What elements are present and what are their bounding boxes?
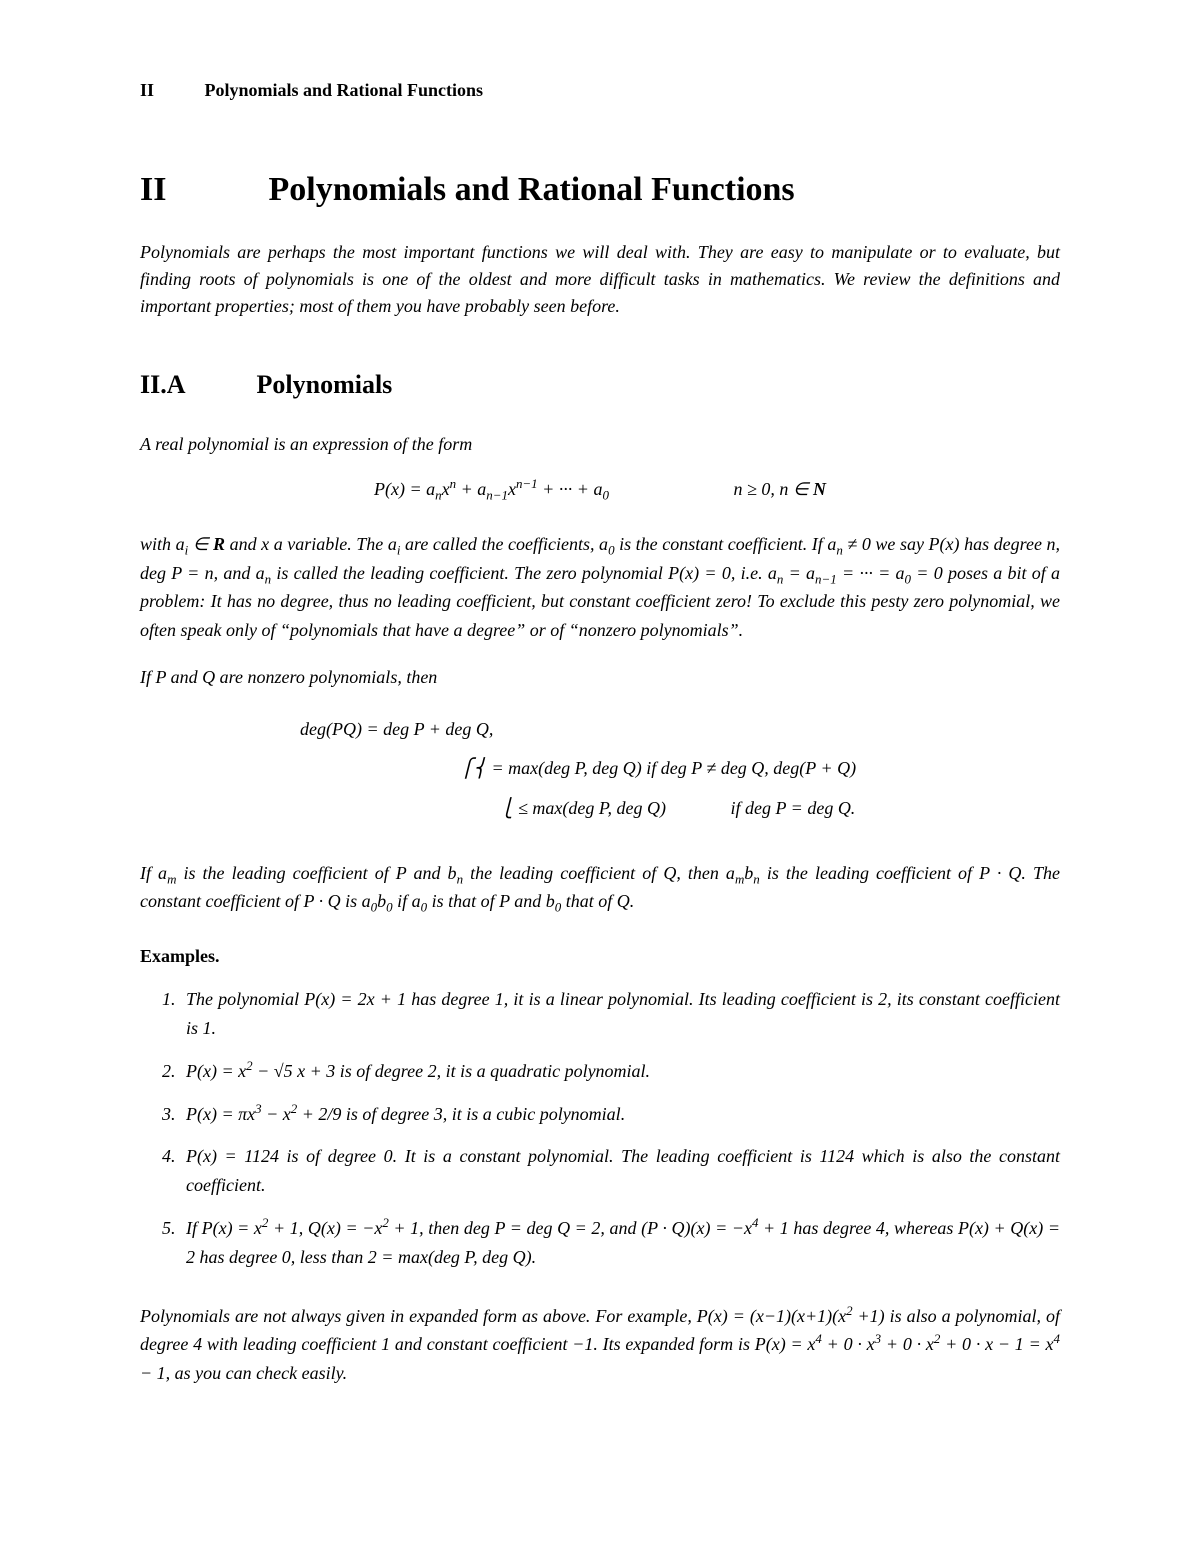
paragraph-coefficients: with ai ∈ R and x a variable. The ai are… <box>140 530 1060 645</box>
chapter-heading: II Polynomials and Rational Functions <box>140 171 1060 209</box>
degree-rule-sum-eq: ⎩ ≤ max(deg P, deg Q) if deg P = deg Q. <box>140 789 1060 829</box>
section-title-text: Polynomials <box>257 370 393 399</box>
example-item: P(x) = x2 − √5 x + 3 is of degree 2, it … <box>180 1057 1060 1086</box>
examples-list: The polynomial P(x) = 2x + 1 has degree … <box>140 985 1060 1271</box>
examples-heading: Examples. <box>140 946 1060 967</box>
equation-condition: n ≥ 0, n ∈ N <box>733 479 826 500</box>
running-head-title: Polynomials and Rational Functions <box>205 80 484 100</box>
degree-rules-block: deg(PQ) = deg P + deg Q, ⎧⎨ = max(deg P,… <box>140 710 1060 829</box>
chapter-number: II <box>140 171 260 209</box>
running-head: II Polynomials and Rational Functions <box>140 80 1060 101</box>
chapter-title-text: Polynomials and Rational Functions <box>269 171 795 208</box>
example-item: P(x) = πx3 − x2 + 2/9 is of degree 3, it… <box>180 1100 1060 1129</box>
example-item: The polynomial P(x) = 2x + 1 has degree … <box>180 985 1060 1043</box>
paragraph-expanded-form: Polynomials are not always given in expa… <box>140 1302 1060 1388</box>
section-heading: II.A Polynomials <box>140 370 1060 400</box>
section-lead: A real polynomial is an expression of th… <box>140 430 1060 459</box>
degree-rule-sum-eq-lhs: ⎩ ≤ max(deg P, deg Q) <box>500 798 666 818</box>
polynomial-definition-equation: P(x) = anxn + an−1xn−1 + ··· + a0 n ≥ 0,… <box>140 479 1060 500</box>
degree-rule-product: deg(PQ) = deg P + deg Q, <box>140 710 1060 750</box>
example-item: If P(x) = x2 + 1, Q(x) = −x2 + 1, then d… <box>180 1214 1060 1272</box>
paragraph-leading-coeff: If am is the leading coefficient of P an… <box>140 859 1060 917</box>
example-item: P(x) = 1124 is of degree 0. It is a cons… <box>180 1142 1060 1200</box>
degree-rule-sum-neq: ⎧⎨ = max(deg P, deg Q) if deg P ≠ deg Q,… <box>140 749 1060 789</box>
section-number: II.A <box>140 370 250 400</box>
page: II Polynomials and Rational Functions II… <box>0 0 1200 1553</box>
running-head-number: II <box>140 80 200 101</box>
paragraph-rules-intro: If P and Q are nonzero polynomials, then <box>140 663 1060 692</box>
equation-main: P(x) = anxn + an−1xn−1 + ··· + a0 <box>374 479 609 499</box>
chapter-intro: Polynomials are perhaps the most importa… <box>140 239 1060 320</box>
degree-rule-sum-eq-cond: if deg P = deg Q. <box>731 789 856 829</box>
